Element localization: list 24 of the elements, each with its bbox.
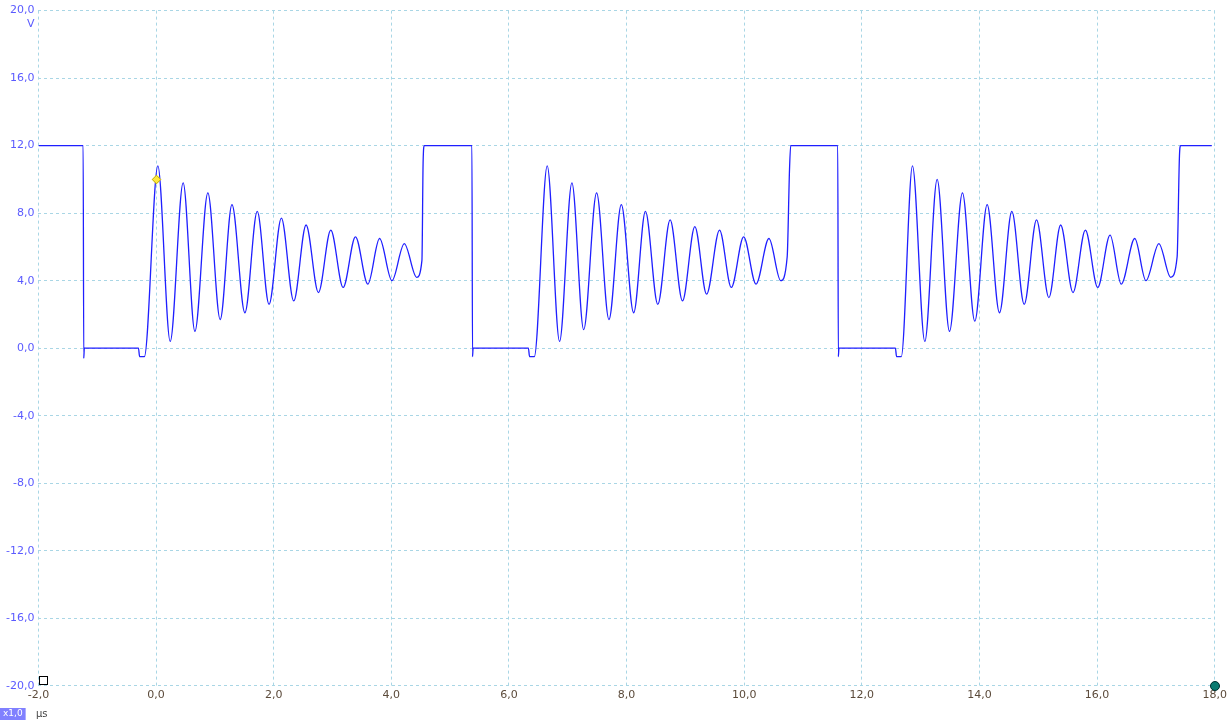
line-series [38,144,1213,359]
y-tick-label: 12,0 [9,138,35,152]
y-tick-label: -16,0 [5,611,35,625]
x-tick-label: 6,0 [500,688,518,702]
x-tick-label: 8,0 [617,688,636,702]
y-tick-label: 0,0 [16,341,35,355]
y-tick-label: 8,0 [16,206,35,220]
x-tick-label: 10,0 [731,688,757,702]
y-tick-label: 16,0 [9,70,35,84]
y-tick-label: -8,0 [12,476,35,490]
y-tick-label: -4,0 [12,408,35,422]
x-tick-label: 14,0 [967,688,992,702]
x-tick-label: 2,0 [264,688,283,702]
y-tick-label: 20,0 [9,3,35,17]
y-tick-label: 4,0 [16,273,35,287]
text: x1,0 [3,708,23,719]
x-tick-label: 0,0 [147,688,165,702]
y-axis-title: V [26,16,35,30]
x-axis-title: µs [36,707,48,719]
x-tick-label: 4,0 [382,688,401,702]
x-tick-label: 18,0 [1202,688,1227,702]
x-tick-label: 12,0 [849,688,875,702]
y-tick-label: -12,0 [5,543,35,557]
x-tick-label: 16,0 [1084,688,1110,702]
